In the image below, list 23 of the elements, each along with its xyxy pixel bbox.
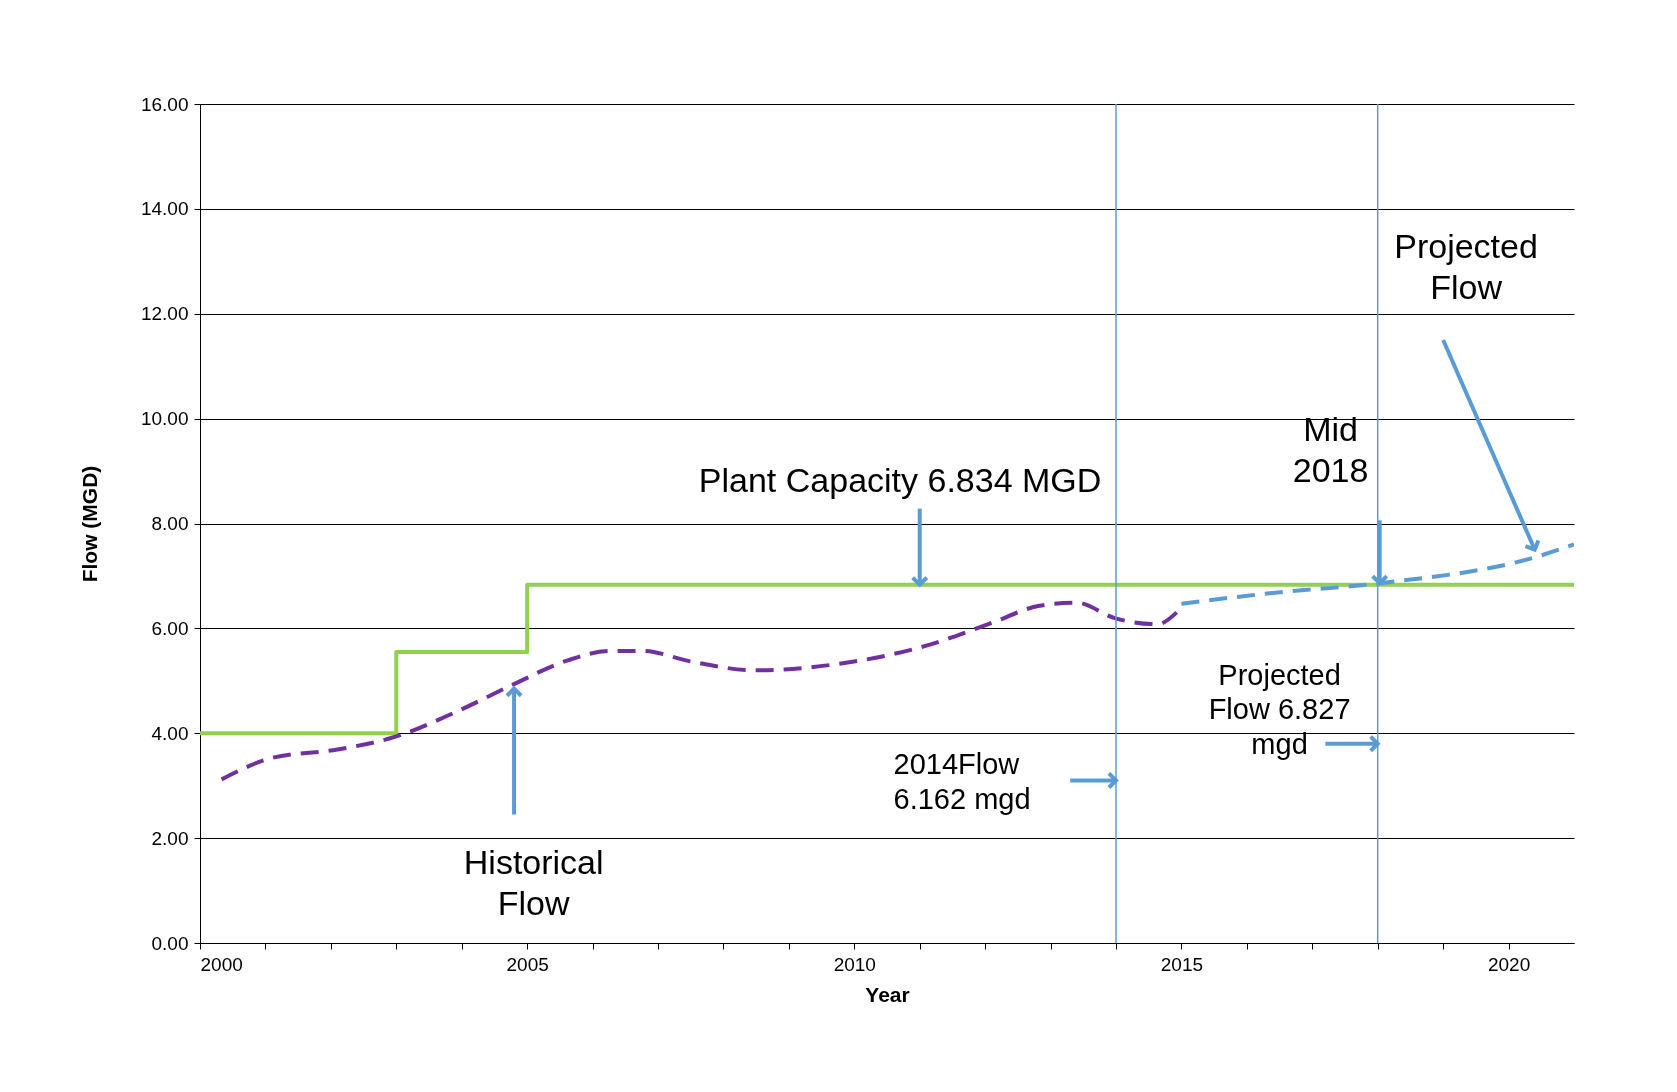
line-series [219, 600, 1181, 782]
x-tick-label: 2020 [1487, 953, 1531, 975]
y-tick-label: 14.00 [140, 198, 189, 220]
y-tick-label: 0.00 [151, 932, 189, 954]
x-tick-label: 2015 [1160, 953, 1204, 975]
y-tick-label: 4.00 [151, 722, 189, 744]
x-tick-label: 2000 [200, 953, 243, 975]
y-axis-title: Flow (MGD) [77, 465, 101, 583]
annotation: Projected Flow 6.827 mgd [1208, 658, 1351, 761]
x-tick-label: 2010 [833, 953, 876, 975]
annotation: Plant Capacity 6.834 MGD [698, 461, 1102, 500]
y-tick-label: 16.00 [140, 93, 189, 115]
annotation: Historical Flow [463, 843, 604, 923]
y-tick-label: 8.00 [151, 513, 189, 534]
annotation: 2014Flow 6.162 mgd [893, 747, 1031, 815]
y-tick-label: 2.00 [151, 827, 189, 849]
y-tick-label: 12.00 [140, 303, 189, 325]
y-tick-label: 6.00 [151, 617, 189, 639]
annotation: Projected Flow [1394, 227, 1538, 306]
annotation: Mid 2018 [1292, 410, 1369, 490]
y-tick-label: 10.00 [140, 408, 189, 430]
x-axis-title: Year [865, 982, 910, 1006]
x-tick-label: 2005 [506, 953, 549, 975]
